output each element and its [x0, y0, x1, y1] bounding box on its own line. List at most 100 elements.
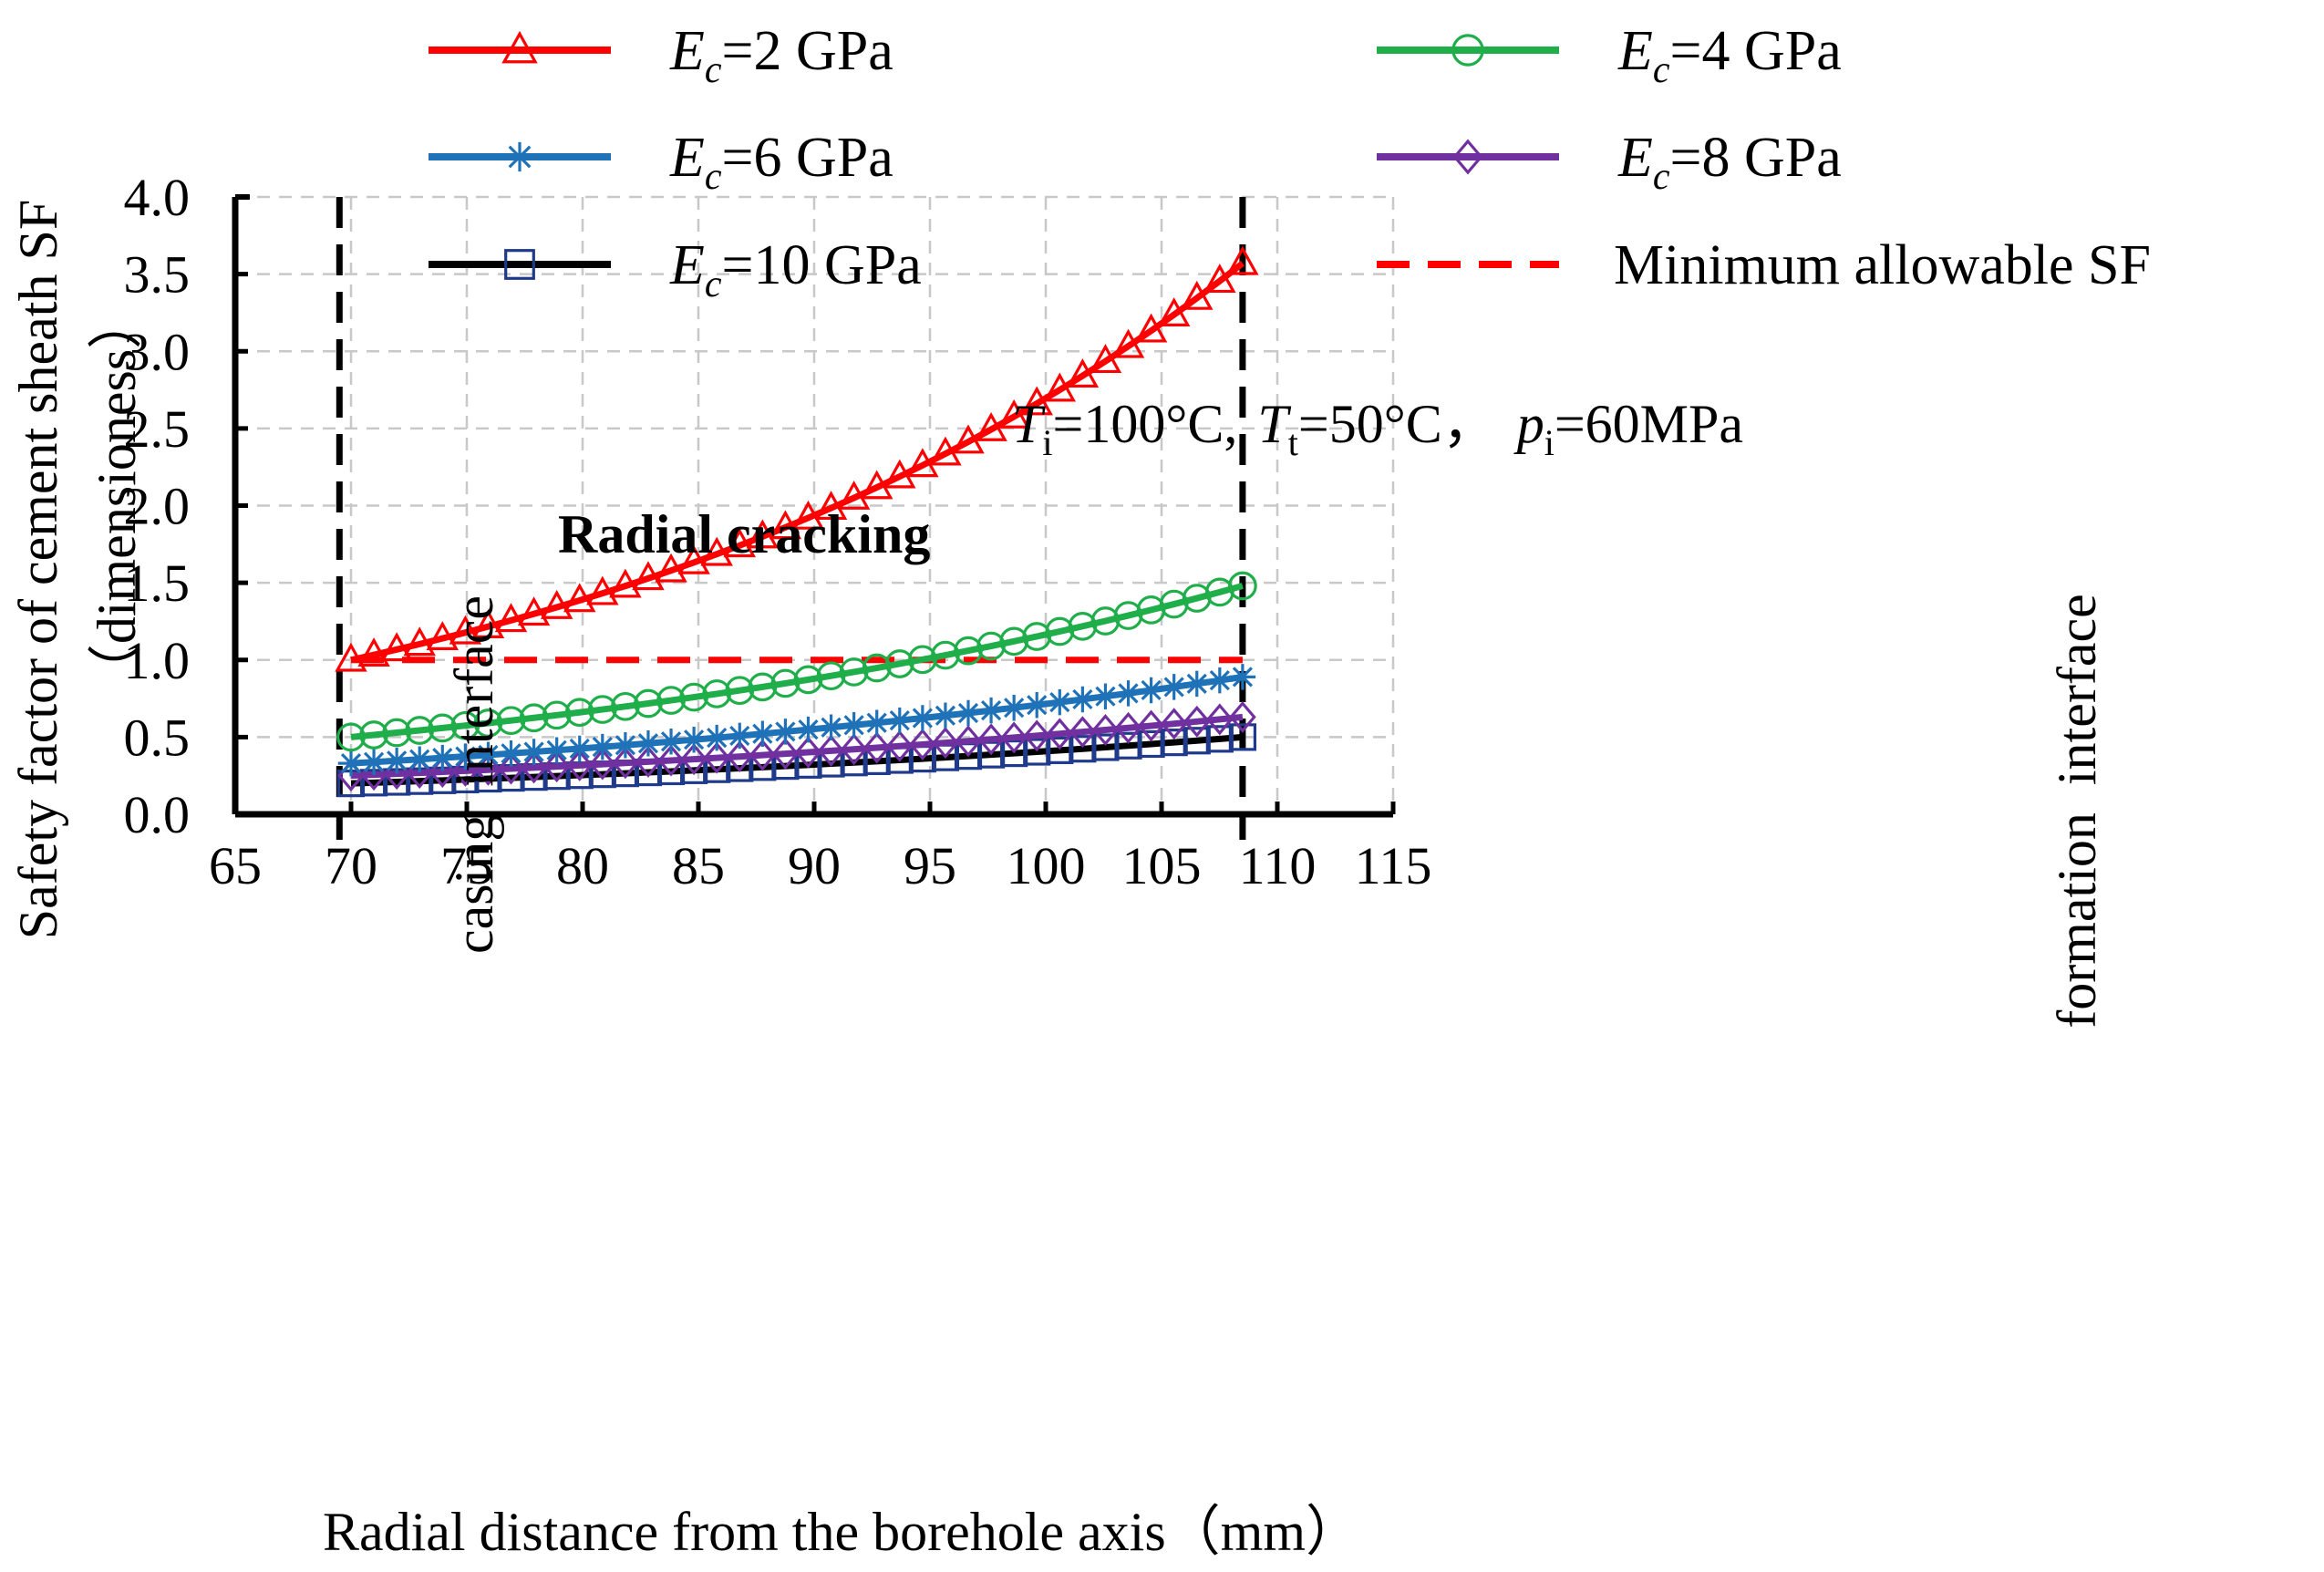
conditions-label: Ti=100°C, Tt=50°C， pi=60MPa [1012, 394, 1743, 463]
data-point [862, 653, 892, 683]
data-point [1114, 731, 1142, 760]
y-tick-label: 3.5 [124, 245, 191, 305]
data-point [612, 731, 639, 759]
data-point [655, 553, 687, 583]
data-point [1203, 264, 1236, 294]
data-point [746, 519, 780, 549]
data-point [1023, 691, 1050, 719]
data-point [632, 561, 665, 591]
data-point [1161, 674, 1187, 700]
data-point [1226, 245, 1259, 275]
data-point [1043, 372, 1077, 402]
grid [235, 195, 1395, 814]
data-point [906, 448, 939, 478]
data-point [429, 744, 456, 771]
data-point [586, 575, 619, 605]
data-point [771, 738, 800, 770]
data-point [474, 753, 502, 786]
data-point [1111, 328, 1145, 358]
legend-marker [504, 249, 535, 280]
data-point [997, 398, 1030, 429]
data-point [657, 744, 685, 777]
data-point [1023, 719, 1051, 752]
data-point [816, 661, 846, 691]
data-point [841, 712, 867, 739]
data-point [360, 749, 387, 775]
data-point [999, 626, 1029, 657]
data-point [519, 703, 549, 733]
data-point [860, 470, 893, 500]
data-point [793, 665, 823, 695]
data-point [772, 719, 799, 745]
data-point [932, 702, 959, 729]
data-point [1046, 736, 1074, 764]
data-point [589, 733, 616, 760]
data-point [977, 723, 1005, 756]
data-point [542, 750, 571, 783]
y-tick-label: 2.5 [124, 399, 191, 459]
data-point [885, 729, 914, 762]
data-point [540, 589, 573, 619]
data-point [563, 583, 596, 613]
data-point [837, 480, 871, 510]
data-point [1136, 595, 1166, 625]
data-point [1229, 700, 1256, 733]
legend-marker [1451, 34, 1484, 67]
data-point [1000, 694, 1028, 721]
data-point [473, 708, 503, 738]
data-point [679, 682, 708, 712]
data-point [1047, 688, 1073, 716]
data-point [1137, 709, 1165, 742]
data-point [451, 754, 480, 787]
data-point [1069, 735, 1097, 763]
legend-item: Ec=6 GPa [429, 127, 893, 198]
data-point [1205, 725, 1234, 753]
series-ec-2-gpa [335, 245, 1259, 672]
data-point [817, 734, 845, 767]
data-point [1157, 297, 1191, 326]
legend: Ec=2 GPa Ec=4 GPa Ec=6 GPa Ec=8 GPa Ec=10 GP… [429, 20, 2151, 305]
x-tick-label: 65 [209, 836, 262, 895]
data-point [612, 747, 639, 780]
x-tick-label: 75 [440, 836, 493, 895]
data-point [475, 741, 501, 769]
data-point [1023, 738, 1051, 766]
y-tick-label: 4.0 [124, 168, 191, 227]
data-point [954, 636, 983, 666]
data-point [521, 739, 547, 765]
data-point [426, 621, 460, 651]
data-point [403, 626, 436, 657]
x-axis-title: Radial distance from the borehole axis（m… [323, 1502, 1360, 1562]
data-point [794, 736, 822, 769]
data-point [494, 603, 528, 633]
data-point [1137, 729, 1165, 759]
data-point [1229, 664, 1256, 690]
data-point [406, 746, 433, 772]
data-point [725, 676, 755, 706]
data-point [726, 740, 754, 773]
casing-interface-label: casing interface [444, 595, 504, 954]
series-ec-10-gpa [336, 723, 1257, 798]
data-point [336, 722, 366, 752]
data-point [450, 710, 480, 740]
tick-labels: 65 70 75 80 85 90 95 100 105 110 115 0.0 0.5 1.0 1.5 2.… [124, 168, 1432, 895]
data-point [1000, 721, 1028, 754]
data-point [908, 645, 937, 675]
data-point [1206, 667, 1234, 694]
data-point [1046, 718, 1074, 750]
legend-marker [1452, 139, 1483, 175]
data-point [795, 716, 821, 743]
data-point [1181, 280, 1214, 310]
data-point [814, 491, 848, 521]
data-point [1183, 727, 1211, 755]
data-point [749, 720, 776, 747]
data-point [1160, 729, 1188, 757]
y-tick-label: 3.0 [124, 322, 191, 381]
legend-label: Ec=4 GPa [1617, 20, 1842, 91]
legend-label: Ec=10 GPa [669, 234, 922, 305]
data-point [840, 733, 868, 766]
data-point [359, 720, 388, 750]
data-point [1092, 683, 1119, 709]
data-point [542, 700, 572, 730]
data-point [863, 709, 890, 736]
